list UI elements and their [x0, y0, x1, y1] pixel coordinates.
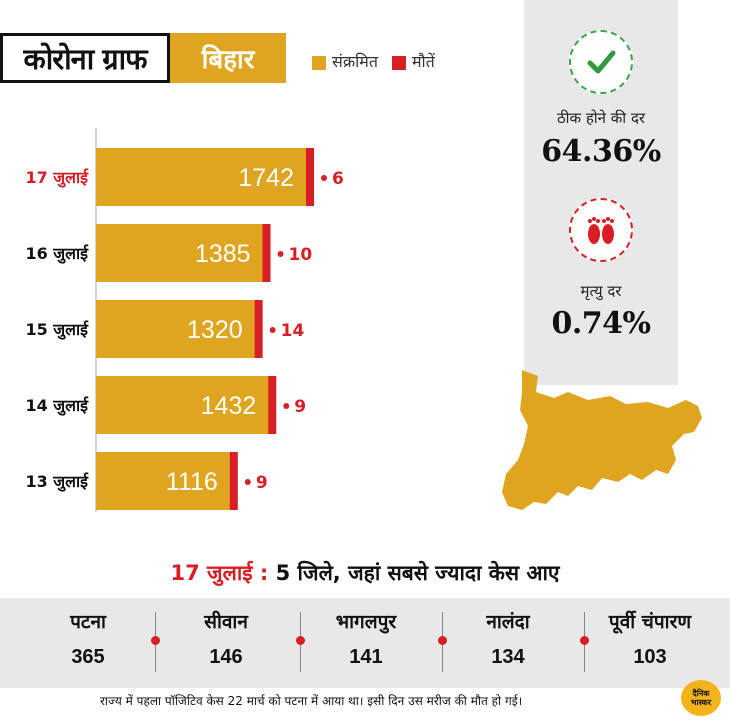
- death-value-label: 6: [332, 169, 344, 189]
- district-item: पटना 365: [18, 608, 158, 669]
- footprints-icon: [569, 198, 633, 262]
- district-name: पूर्वी चंपारण: [608, 611, 692, 633]
- death-rate-value: 0.74%: [551, 306, 651, 341]
- death-bar: [306, 148, 314, 206]
- districts-heading-text: 5 जिले, जहां सबसे ज्यादा केस आए: [275, 561, 560, 585]
- death-dot: [321, 175, 327, 181]
- infected-bar: [96, 376, 271, 434]
- recovery-rate-value: 64.36%: [541, 134, 661, 169]
- death-value-label: 10: [289, 245, 313, 265]
- death-bar: [229, 452, 238, 510]
- category-label: 16 जुलाई: [25, 244, 89, 264]
- infected-bar: [96, 148, 308, 206]
- district-value: 141: [349, 646, 383, 668]
- death-dot: [244, 479, 251, 485]
- divider: [151, 612, 160, 672]
- death-rate-label: मृत्यु दर: [580, 282, 622, 300]
- divider: [438, 612, 447, 672]
- category-label: 15 जुलाई: [25, 320, 89, 340]
- category-label: 17 जुलाई: [25, 168, 89, 188]
- death-bar: [268, 376, 277, 434]
- district-item: सीवान 146: [156, 608, 296, 669]
- district-name: भागलपुर: [335, 611, 397, 633]
- divider-dot: [438, 636, 447, 645]
- divider: [580, 612, 589, 672]
- legend-item-infected: संक्रमित: [312, 50, 378, 72]
- districts-heading-colon: :: [259, 561, 269, 585]
- district-name: नालंदा: [486, 611, 530, 633]
- district-item: पूर्वी चंपारण 103: [580, 608, 720, 669]
- divider-dot: [151, 636, 160, 645]
- district-name: सीवान: [204, 611, 248, 633]
- death-bar: [262, 224, 271, 282]
- state-label: बिहार: [170, 33, 286, 83]
- districts-heading: 17 जुलाई : 5 जिले, जहां सबसे ज्यादा केस …: [0, 559, 730, 587]
- infected-bar: [96, 300, 257, 358]
- bar-value-label: 1432: [201, 392, 257, 420]
- bar-value-label: 1742: [238, 164, 294, 192]
- districts-heading-date: 17 जुलाई: [170, 561, 253, 585]
- chart-marks: 17 जुलाई 1742 6 16 जुलाई 1385 10 15 जुलाई 1320 1…: [25, 148, 344, 510]
- logo-line-2: भास्कर: [690, 698, 712, 707]
- legend-swatch-infected: [312, 55, 326, 70]
- legend-label-deaths: मौतें: [411, 52, 435, 71]
- bar-value-label: 1116: [166, 468, 218, 496]
- logo-line-1: दैनिक: [692, 689, 710, 698]
- bar-value-label: 1385: [195, 240, 251, 268]
- death-dot: [283, 403, 290, 409]
- category-label: 13 जुलाई: [25, 472, 89, 492]
- district-item: भागलपुर 141: [296, 608, 436, 669]
- infected-bar: [96, 452, 232, 510]
- death-value-label: 14: [281, 321, 305, 341]
- legend-swatch-deaths: [391, 55, 406, 70]
- death-value-label: 9: [256, 473, 268, 493]
- legend-item-deaths: मौतें: [391, 50, 435, 72]
- divider-dot: [296, 636, 305, 645]
- death-dot: [277, 251, 284, 257]
- legend: संक्रमित मौतें: [312, 50, 435, 72]
- divider-dot: [580, 636, 589, 645]
- district-name: पटना: [70, 611, 106, 633]
- district-value: 103: [633, 646, 667, 668]
- legend-label-infected: संक्रमित: [332, 52, 378, 71]
- stats-panel: ठीक होने की दर 64.36% मृत्यु दर 0.74%: [524, 0, 678, 385]
- category-label: 14 जुलाई: [25, 396, 89, 416]
- death-value-label: 9: [294, 397, 306, 417]
- check-icon: [569, 30, 633, 94]
- dainik-bhaskar-logo: दैनिक भास्कर: [681, 680, 721, 716]
- chart-title: कोरोना ग्राफ: [0, 33, 170, 83]
- districts-strip: पटना 365 सीवान 146 भागलपुर 141 नालंदा 13…: [0, 598, 730, 688]
- district-value: 134: [491, 646, 525, 668]
- district-item: नालंदा 134: [438, 608, 578, 669]
- bihar-map: [502, 370, 702, 510]
- death-dot: [269, 327, 276, 333]
- divider: [296, 612, 305, 672]
- footnote: राज्य में पहला पॉजिटिव केस 22 मार्च को प…: [100, 694, 523, 708]
- death-bar: [254, 300, 263, 358]
- bar-chart: 17 जुलाई 1742 6 16 जुलाई 1385 10 15 जुलाई 1320 1…: [25, 128, 344, 512]
- bar-value-label: 1320: [187, 316, 243, 344]
- recovery-rate-label: ठीक होने की दर: [556, 109, 646, 127]
- district-value: 365: [71, 646, 105, 668]
- infected-bar: [96, 224, 265, 282]
- district-value: 146: [209, 646, 243, 668]
